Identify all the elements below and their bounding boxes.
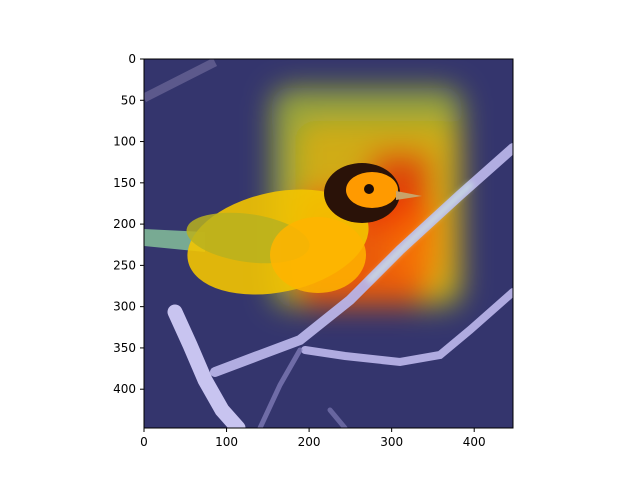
y-axis: 0 50 100 150 200 250 300 350 400: [113, 52, 144, 396]
y-tick-label: 150: [113, 176, 136, 190]
bird-beak: [396, 191, 422, 200]
branch-main-highlight: [367, 182, 473, 283]
y-tick-label: 300: [113, 300, 136, 314]
y-tick-label: 50: [121, 93, 136, 107]
branches: [167, 143, 513, 428]
branch-lower-left: [167, 304, 246, 428]
y-tick-label: 0: [128, 52, 136, 66]
x-axis: 0 100 200 300 400: [140, 428, 486, 449]
bird-eye: [364, 184, 374, 194]
y-tick-label: 350: [113, 341, 136, 355]
x-tick-label: 0: [140, 435, 148, 449]
x-tick-label: 300: [380, 435, 403, 449]
x-tick-label: 400: [463, 435, 486, 449]
heatmap-overlay-image: [144, 59, 513, 428]
axes-frame: [143, 58, 514, 429]
bird-belly: [270, 217, 366, 293]
bird: [144, 163, 422, 295]
y-tick-label: 100: [113, 135, 136, 149]
branch-right: [301, 288, 513, 367]
x-tick-label: 100: [215, 435, 238, 449]
branch-lower-mid: [257, 347, 303, 428]
y-tick-label: 200: [113, 217, 136, 231]
y-tick-label: 400: [113, 382, 136, 396]
branch-twig: [327, 407, 348, 428]
x-tick-label: 200: [298, 435, 321, 449]
y-tick-label: 250: [113, 258, 136, 272]
background-branch: [144, 59, 218, 103]
